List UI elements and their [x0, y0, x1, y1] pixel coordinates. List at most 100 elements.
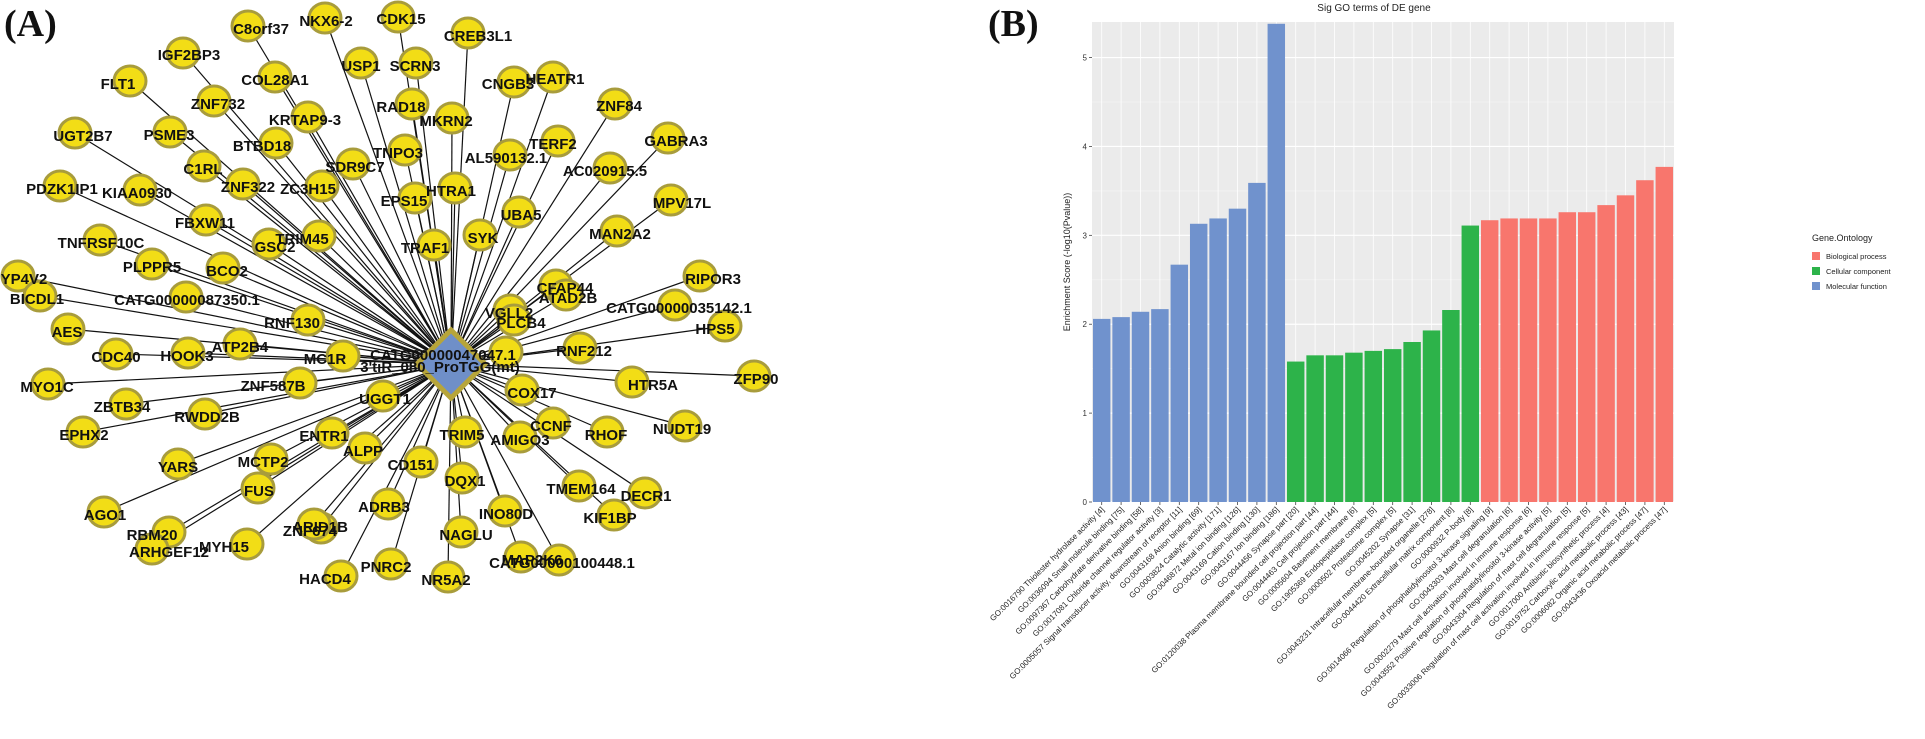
gene-node-zc3h15[interactable] [304, 169, 340, 203]
bar-10[interactable] [1267, 23, 1286, 503]
gene-node-c8orf37[interactable] [230, 9, 266, 43]
gene-node-syk[interactable] [462, 218, 498, 252]
gene-node-plcb4[interactable] [496, 303, 532, 337]
gene-node-znf587b[interactable] [282, 366, 318, 400]
gene-node-kiaa0930[interactable] [122, 173, 158, 207]
gene-node-fus[interactable] [240, 471, 276, 505]
gene-node-naglu[interactable] [443, 515, 479, 549]
bar-22[interactable] [1500, 218, 1518, 502]
gene-node-map2k6[interactable] [503, 540, 539, 574]
gene-node-arhgef12[interactable] [134, 532, 170, 566]
gene-node-cox17[interactable] [504, 373, 540, 407]
gene-node-terf2[interactable] [540, 124, 576, 158]
gene-node-catg00000087350-1[interactable] [168, 280, 204, 314]
gene-node-yp4v2[interactable] [0, 259, 36, 293]
gene-node-heatr1[interactable] [535, 60, 571, 94]
gene-node-mkrn2[interactable] [434, 101, 470, 135]
gene-node-atp2b4[interactable] [222, 327, 258, 361]
bar-6[interactable] [1189, 223, 1208, 502]
bar-27[interactable] [1597, 205, 1615, 502]
gene-node-krtap9-3[interactable] [290, 100, 326, 134]
gene-node-sdr9c7[interactable] [335, 147, 371, 181]
gene-node-btbd18[interactable] [258, 126, 294, 160]
gene-node-al590132-1[interactable] [492, 138, 528, 172]
gene-node-gsc2[interactable] [251, 227, 287, 261]
gene-node-pnrc2[interactable] [373, 547, 409, 581]
bar-15[interactable] [1364, 350, 1383, 502]
bar-25[interactable] [1558, 212, 1577, 502]
gene-node-hacd4[interactable] [323, 559, 359, 593]
gene-node-tmem164[interactable] [561, 469, 597, 503]
gene-node-eps15[interactable] [397, 181, 433, 215]
bar-19[interactable] [1442, 310, 1460, 502]
gene-node-rnf130[interactable] [290, 303, 326, 337]
gene-node-amigo3[interactable] [502, 420, 538, 454]
gene-node-nudt19[interactable] [667, 409, 703, 443]
bar-28[interactable] [1616, 195, 1635, 503]
gene-node-ago1[interactable] [86, 495, 122, 529]
gene-node-tnfrsf10c[interactable] [82, 223, 118, 257]
bar-4[interactable] [1151, 309, 1169, 502]
gene-node-aes[interactable] [50, 312, 86, 346]
gene-node-col28a1[interactable] [257, 60, 293, 94]
bar-21[interactable] [1480, 220, 1499, 502]
gene-node-znf84[interactable] [597, 87, 633, 121]
gene-node-gabra3[interactable] [650, 121, 686, 155]
gene-node-dqx1[interactable] [444, 461, 480, 495]
gene-node-trim45[interactable] [301, 219, 337, 253]
gene-node-fbxw11[interactable] [188, 203, 224, 237]
gene-node-nkx6-2[interactable] [307, 1, 343, 35]
gene-node-bco2[interactable] [205, 251, 241, 285]
gene-node-igf2bp3[interactable] [165, 36, 201, 70]
bar-30[interactable] [1655, 166, 1674, 502]
gene-node-flt1[interactable] [112, 64, 148, 98]
gene-node-znf322[interactable] [225, 167, 261, 201]
gene-node-alpp[interactable] [347, 431, 383, 465]
gene-node-zfp90[interactable] [736, 359, 772, 393]
gene-node-usp1[interactable] [343, 46, 379, 80]
gene-node-cd151[interactable] [403, 445, 439, 479]
gene-node-ugt2b7[interactable] [57, 116, 93, 150]
gene-node-yars[interactable] [160, 447, 196, 481]
bar-29[interactable] [1636, 180, 1654, 502]
gene-node-ccnf[interactable] [535, 406, 571, 440]
gene-node-cdk15[interactable] [380, 0, 416, 34]
gene-node-atad2b[interactable] [548, 278, 584, 312]
gene-node-creb3l1[interactable] [450, 16, 486, 50]
gene-node-znf732[interactable] [196, 84, 232, 118]
bar-14[interactable] [1345, 352, 1363, 502]
gene-node-rhof[interactable] [589, 415, 625, 449]
gene-node-ino80d[interactable] [487, 494, 523, 528]
bar-2[interactable] [1112, 317, 1130, 502]
bar-17[interactable] [1403, 342, 1421, 502]
gene-node-tnpo3[interactable] [387, 133, 423, 167]
gene-node-htra1[interactable] [437, 171, 473, 205]
gene-node-ripor3[interactable] [682, 259, 718, 293]
bar-11[interactable] [1286, 361, 1305, 502]
gene-node-zbtb34[interactable] [108, 387, 144, 421]
bar-5[interactable] [1170, 264, 1189, 502]
bar-20[interactable] [1461, 225, 1480, 503]
bar-9[interactable] [1248, 182, 1266, 502]
gene-node-mpv17l[interactable] [653, 183, 689, 217]
hub-node[interactable]: 3'tiR_080_ProTGG(mt) [360, 326, 520, 402]
gene-node-arid1b[interactable] [296, 507, 332, 541]
gene-node-man2a2[interactable] [599, 214, 635, 248]
gene-node-rad18[interactable] [394, 87, 430, 121]
gene-node-mc1r[interactable] [325, 339, 361, 373]
gene-node-c1rl[interactable] [186, 149, 222, 183]
bar-13[interactable] [1325, 355, 1344, 502]
gene-node-ephx2[interactable] [65, 415, 101, 449]
gene-node-cngb3[interactable] [496, 65, 532, 99]
gene-node-scrn3[interactable] [398, 46, 434, 80]
gene-node-htr5a[interactable] [614, 365, 650, 399]
bar-26[interactable] [1577, 212, 1596, 502]
gene-node-ac020915-5[interactable] [592, 151, 628, 185]
gene-node-rwdd2b[interactable] [187, 397, 223, 431]
bar-1[interactable] [1092, 318, 1111, 502]
bar-12[interactable] [1306, 355, 1324, 502]
bar-24[interactable] [1539, 218, 1557, 502]
gene-node-catg00000100448-1[interactable] [541, 543, 577, 577]
gene-node-kif1bp[interactable] [596, 498, 632, 532]
gene-node-uggt1[interactable] [365, 379, 401, 413]
